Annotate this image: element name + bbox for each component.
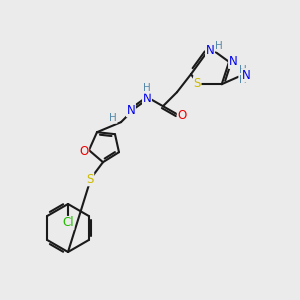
Text: S: S [86,173,94,186]
Text: Cl: Cl [62,217,74,230]
Text: H: H [239,65,247,75]
Text: N: N [229,55,237,68]
Text: N: N [206,44,214,58]
Text: N: N [127,104,135,117]
Text: N: N [242,69,250,82]
Text: H: H [143,83,151,93]
Text: O: O [177,109,187,122]
Text: H: H [109,113,117,123]
Text: O: O [80,145,88,158]
Text: S: S [194,77,201,90]
Text: H: H [215,41,223,51]
Text: H: H [239,75,247,85]
Text: N: N [142,92,152,105]
